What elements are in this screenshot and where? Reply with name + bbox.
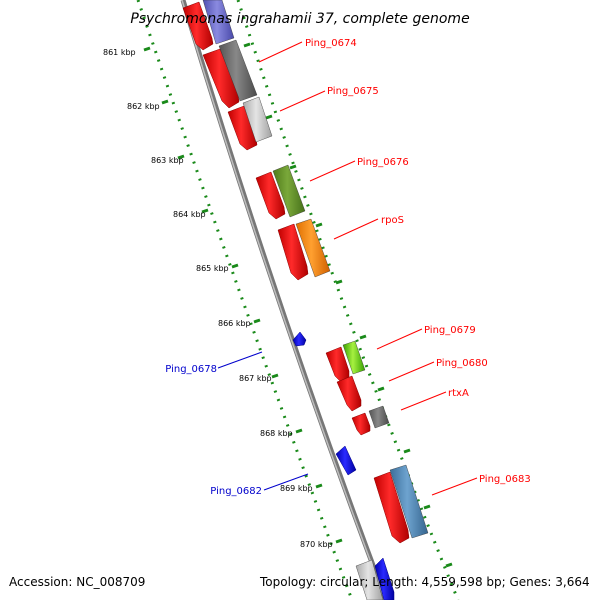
outer-major-ticks bbox=[243, 42, 453, 568]
kbp-label: 870 kbp bbox=[300, 540, 333, 549]
kbp-label: 868 kbp bbox=[260, 429, 293, 438]
kbp-label: 866 kbp bbox=[218, 319, 251, 328]
forward-gene-labels: Ping_0674 Ping_0675 Ping_0676 rpoS Ping_… bbox=[305, 38, 531, 485]
kbp-label: 863 kbp bbox=[151, 156, 184, 165]
cds-arrow-ping-0682[interactable] bbox=[335, 445, 357, 476]
gene-label[interactable]: Ping_0678 bbox=[165, 364, 217, 375]
kbp-label: 869 kbp bbox=[280, 484, 313, 493]
kbp-label: 861 kbp bbox=[103, 48, 136, 57]
gene-label[interactable]: Ping_0679 bbox=[424, 325, 476, 336]
cog-box-gray[interactable] bbox=[368, 405, 390, 429]
cds-arrow-rpoS[interactable] bbox=[277, 223, 309, 281]
kbp-label: 867 kbp bbox=[239, 374, 272, 383]
cds-arrow-ping-0676[interactable] bbox=[255, 171, 286, 220]
kbp-labels: 861 kbp 862 kbp 863 kbp 864 kbp 865 kbp … bbox=[103, 48, 333, 549]
cog-box-light-gray-bottom[interactable] bbox=[355, 559, 384, 600]
genome-backbone bbox=[180, 0, 389, 600]
genome-backbone-highlight bbox=[181, 0, 386, 600]
cog-box-olive[interactable] bbox=[272, 164, 306, 218]
leader-lines-reverse bbox=[217, 351, 309, 491]
kbp-label: 862 kbp bbox=[127, 102, 160, 111]
gene-label[interactable]: Ping_0682 bbox=[210, 486, 262, 497]
gene-label[interactable]: Ping_0675 bbox=[327, 86, 379, 97]
cds-arrow-ping-0680[interactable] bbox=[336, 375, 362, 412]
gene-label[interactable]: Ping_0676 bbox=[357, 157, 409, 168]
cds-arrow-bottom-blue[interactable] bbox=[374, 557, 395, 600]
cog-box-light-gray[interactable] bbox=[242, 96, 273, 143]
gene-label[interactable]: Ping_0683 bbox=[479, 474, 531, 485]
cds-arrow-rtxA[interactable] bbox=[351, 412, 371, 436]
cds-arrow-ping-0673[interactable] bbox=[182, 1, 214, 51]
reverse-cds-arrows bbox=[292, 331, 395, 600]
map-title: Psychromonas ingrahamii 37, complete gen… bbox=[130, 11, 469, 27]
gene-label[interactable]: Ping_0674 bbox=[305, 38, 357, 49]
cog-box-purple[interactable] bbox=[202, 0, 235, 45]
cog-box-steel-blue[interactable] bbox=[389, 464, 429, 539]
cds-arrow-ping-0683[interactable] bbox=[373, 471, 410, 544]
cog-boxes bbox=[202, 0, 429, 600]
gene-label[interactable]: Ping_0680 bbox=[436, 358, 488, 369]
cog-box-orange[interactable] bbox=[295, 218, 331, 278]
accession-text: Accession: NC_008709 bbox=[9, 575, 146, 589]
kbp-label: 865 kbp bbox=[196, 264, 229, 273]
cds-arrow-ping-0678[interactable] bbox=[292, 331, 307, 347]
gene-label[interactable]: rtxA bbox=[448, 388, 469, 399]
cog-box-dark-gray[interactable] bbox=[218, 39, 258, 102]
cog-box-lime[interactable] bbox=[342, 340, 366, 375]
gene-label[interactable]: rpoS bbox=[381, 215, 404, 226]
forward-cds-arrows bbox=[182, 1, 410, 544]
reverse-gene-labels: Ping_0678 Ping_0682 bbox=[165, 364, 262, 497]
kbp-label: 864 kbp bbox=[173, 210, 206, 219]
inner-major-ticks bbox=[143, 46, 343, 544]
leader-lines-forward bbox=[258, 41, 478, 496]
genome-summary-text: Topology: circular; Length: 4,559,598 bp… bbox=[260, 575, 590, 589]
